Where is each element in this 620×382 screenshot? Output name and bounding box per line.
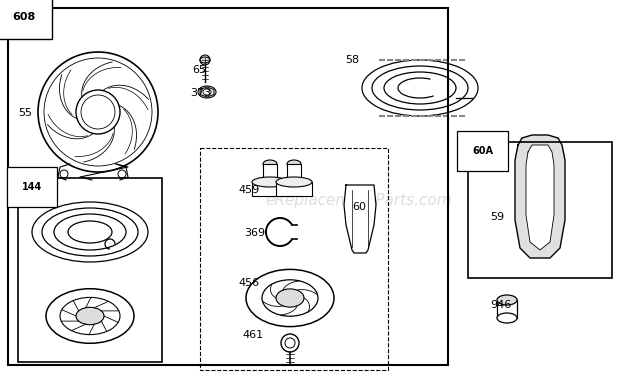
Text: 59: 59	[490, 212, 504, 222]
Text: 60A: 60A	[472, 146, 493, 156]
Text: 456: 456	[238, 278, 259, 288]
Bar	[252, 182, 288, 196]
Ellipse shape	[497, 295, 517, 305]
Text: 373: 373	[190, 88, 211, 98]
Ellipse shape	[252, 177, 288, 187]
Text: 459: 459	[238, 185, 259, 195]
Ellipse shape	[263, 160, 277, 168]
Ellipse shape	[246, 269, 334, 327]
Ellipse shape	[287, 178, 301, 186]
Bar	[287, 164, 301, 182]
Text: 60: 60	[352, 202, 366, 212]
Text: 58: 58	[345, 55, 359, 65]
Bar	[276, 182, 312, 196]
Text: eReplacementParts.com: eReplacementParts.com	[265, 193, 451, 207]
Bar	[200, 148, 388, 370]
Text: 946: 946	[490, 300, 511, 310]
Ellipse shape	[76, 308, 104, 325]
Ellipse shape	[200, 57, 210, 63]
Bar	[8, 8, 448, 365]
Polygon shape	[344, 185, 376, 253]
Text: 55: 55	[18, 108, 32, 118]
Text: 608: 608	[12, 12, 35, 22]
Ellipse shape	[287, 160, 301, 168]
Text: 369: 369	[244, 228, 265, 238]
Text: 65: 65	[192, 65, 206, 75]
Bar	[497, 300, 517, 318]
Circle shape	[281, 334, 299, 352]
Text: 461: 461	[242, 330, 263, 340]
Bar	[18, 178, 162, 362]
Bar	[263, 164, 277, 182]
Ellipse shape	[497, 313, 517, 323]
Ellipse shape	[198, 86, 216, 98]
Ellipse shape	[203, 89, 211, 95]
Polygon shape	[515, 135, 565, 258]
Text: 144: 144	[22, 182, 42, 192]
Bar	[468, 142, 612, 278]
Ellipse shape	[276, 289, 304, 307]
Ellipse shape	[263, 178, 277, 186]
Circle shape	[285, 338, 295, 348]
Polygon shape	[526, 145, 554, 250]
Ellipse shape	[276, 177, 312, 187]
